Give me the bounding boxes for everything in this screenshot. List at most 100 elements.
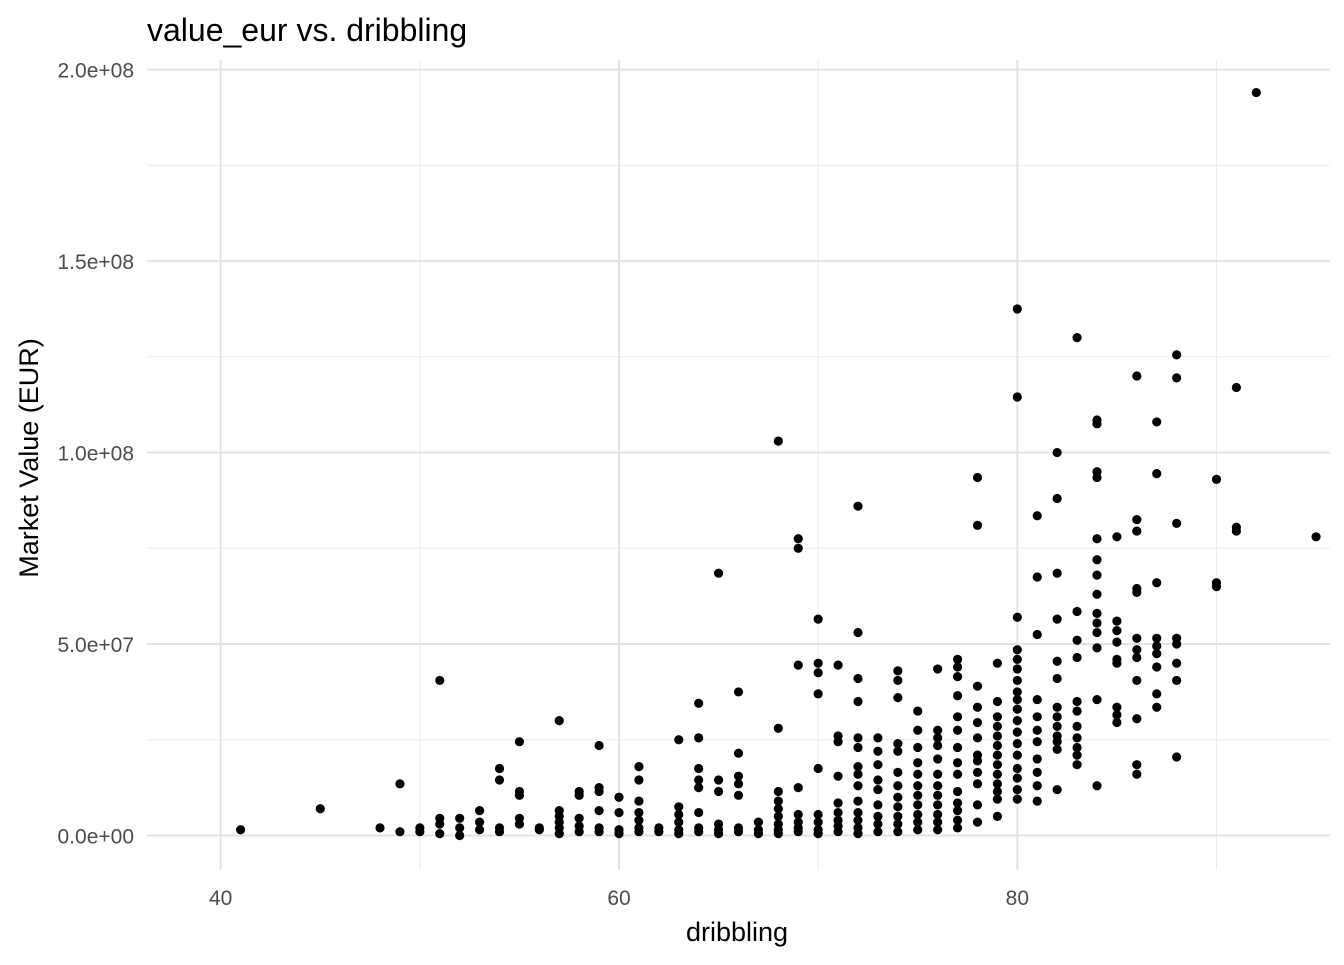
data-point	[773, 819, 783, 829]
data-point	[933, 725, 943, 735]
data-point	[753, 825, 764, 835]
data-point	[634, 807, 644, 818]
data-point	[694, 763, 704, 774]
data-point	[674, 802, 684, 812]
y-tick-label: 0.0e+00	[58, 826, 135, 849]
data-point	[952, 815, 963, 825]
data-point	[614, 792, 624, 802]
y-tick-label: 1.5e+08	[58, 251, 135, 274]
data-point	[992, 794, 1003, 804]
data-point	[873, 827, 883, 837]
data-point	[733, 748, 744, 758]
data-point	[1072, 706, 1082, 716]
data-point	[992, 769, 1003, 779]
data-point	[853, 761, 863, 772]
data-point	[1172, 675, 1182, 686]
data-point	[1172, 350, 1182, 360]
x-axis-tick-labels: 40 60 80	[209, 887, 1029, 910]
data-point	[455, 813, 465, 823]
data-point	[1072, 733, 1082, 743]
data-point	[554, 806, 564, 816]
data-point	[1012, 304, 1022, 314]
minor-gridlines	[147, 60, 1330, 870]
data-point	[833, 815, 843, 825]
data-point	[893, 811, 903, 821]
data-point	[514, 813, 525, 823]
data-point	[913, 825, 923, 835]
data-point	[694, 823, 704, 833]
data-point	[1012, 794, 1022, 804]
data-point	[1052, 447, 1062, 458]
data-point	[1311, 532, 1321, 542]
data-point	[893, 675, 903, 686]
data-point	[1032, 737, 1042, 747]
data-point	[893, 767, 903, 777]
data-point	[1092, 570, 1102, 580]
data-point	[893, 693, 903, 703]
data-point	[1012, 645, 1022, 655]
data-point	[1032, 694, 1042, 705]
data-point	[1052, 614, 1062, 624]
data-point	[1072, 696, 1082, 707]
data-point	[853, 823, 863, 833]
data-point	[873, 811, 883, 821]
data-point	[1012, 612, 1022, 622]
data-point	[952, 725, 963, 735]
data-point	[1092, 618, 1102, 628]
data-point	[992, 658, 1003, 668]
data-point	[913, 769, 923, 779]
data-point	[952, 769, 963, 779]
data-point	[534, 823, 544, 833]
data-point	[1132, 760, 1142, 770]
data-point	[873, 775, 883, 785]
data-point	[733, 771, 744, 781]
data-point	[1072, 760, 1082, 770]
data-point	[1132, 633, 1142, 643]
data-point	[1112, 532, 1122, 542]
data-point	[893, 819, 903, 829]
data-point	[1052, 673, 1062, 684]
data-point	[694, 775, 704, 785]
data-point	[1012, 694, 1022, 705]
data-point	[972, 779, 983, 789]
data-point	[514, 786, 525, 797]
data-point	[1112, 616, 1122, 626]
data-point	[733, 687, 744, 697]
data-point	[913, 817, 923, 827]
data-point	[793, 534, 803, 544]
data-point	[554, 716, 564, 726]
data-point	[793, 660, 803, 670]
data-point	[893, 739, 903, 749]
data-point	[474, 806, 485, 816]
data-point	[893, 827, 903, 837]
data-point	[1032, 511, 1042, 521]
data-point	[594, 823, 604, 833]
data-point	[813, 763, 823, 774]
data-point	[913, 725, 923, 735]
data-point	[634, 796, 644, 806]
data-point	[1112, 702, 1122, 712]
data-point	[514, 737, 525, 747]
data-point	[236, 825, 246, 835]
data-point	[1132, 514, 1142, 525]
data-point	[435, 829, 445, 839]
data-point	[1132, 645, 1142, 655]
y-tick-label: 2.0e+08	[58, 60, 135, 83]
data-point	[853, 807, 863, 818]
data-point	[1092, 415, 1102, 425]
data-point	[1172, 373, 1182, 383]
data-point	[833, 798, 843, 808]
data-point	[1172, 752, 1182, 762]
data-point	[733, 779, 744, 789]
data-point	[395, 779, 405, 789]
data-point	[793, 543, 803, 553]
data-point	[853, 673, 863, 684]
data-point	[753, 817, 764, 827]
data-point	[992, 740, 1003, 751]
data-point	[733, 790, 744, 800]
data-point	[614, 807, 624, 818]
data-point	[813, 689, 823, 699]
data-point	[713, 786, 724, 797]
